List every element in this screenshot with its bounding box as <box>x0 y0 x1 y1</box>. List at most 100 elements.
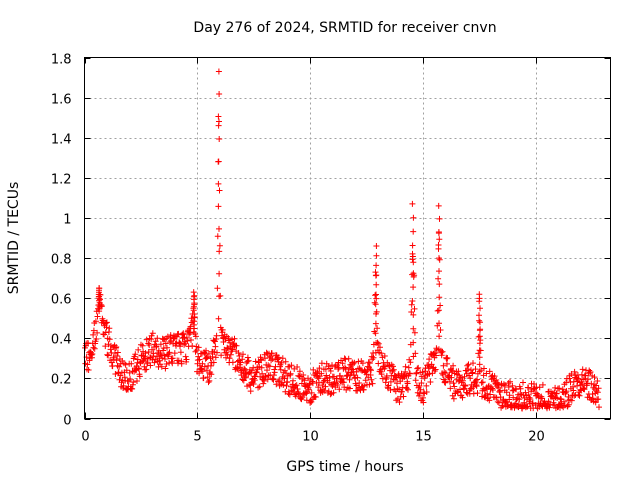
data-point <box>505 384 512 390</box>
data-point <box>435 346 442 353</box>
data-point <box>244 354 251 361</box>
data-point <box>147 362 154 369</box>
data-point <box>264 367 270 374</box>
data-point <box>394 380 400 387</box>
data-point <box>372 292 379 299</box>
data-point <box>464 362 471 369</box>
data-point <box>487 391 494 398</box>
data-point <box>195 344 202 351</box>
data-point <box>526 394 533 401</box>
data-point <box>563 388 570 395</box>
data-point <box>276 377 283 383</box>
data-point <box>169 355 176 362</box>
data-point <box>568 371 575 377</box>
data-point <box>279 355 286 362</box>
data-point <box>410 339 417 346</box>
data-point <box>334 382 341 388</box>
data-point <box>233 342 240 349</box>
data-point <box>154 335 161 342</box>
data-point <box>219 326 226 333</box>
data-point <box>184 337 191 344</box>
data-point <box>368 367 374 374</box>
data-point <box>94 313 101 320</box>
data-point <box>493 377 500 383</box>
data-point <box>362 377 369 384</box>
data-point <box>408 301 415 308</box>
data-point <box>409 298 416 304</box>
data-point <box>373 262 380 269</box>
data-point <box>245 357 252 364</box>
data-point <box>378 350 385 357</box>
data-point <box>84 361 91 368</box>
data-point <box>203 367 210 374</box>
data-point <box>469 369 476 376</box>
data-point <box>110 356 117 363</box>
data-point <box>455 368 462 375</box>
data-point <box>367 366 374 373</box>
data-point <box>377 344 383 351</box>
data-point <box>435 242 442 248</box>
data-point <box>372 301 379 308</box>
data-point <box>145 349 152 355</box>
data-point <box>199 368 206 375</box>
data-point <box>161 352 168 359</box>
data-point <box>412 377 419 384</box>
data-point <box>136 373 143 380</box>
data-point <box>423 389 430 395</box>
data-point <box>372 330 379 337</box>
data-point <box>450 362 457 369</box>
data-point <box>407 359 414 366</box>
data-point <box>575 375 582 382</box>
data-point <box>448 374 455 381</box>
data-point <box>565 401 572 408</box>
data-point <box>183 356 190 363</box>
data-point <box>122 361 129 368</box>
y-tick-label: 0.2 <box>51 373 72 388</box>
data-point <box>319 382 326 389</box>
data-point <box>346 385 353 392</box>
x-tick-label: 15 <box>415 430 432 445</box>
data-point <box>167 332 174 339</box>
data-point <box>444 355 451 361</box>
y-axis-label: SRMTID / TECUs <box>6 182 22 295</box>
data-point <box>433 352 439 359</box>
data-point <box>462 383 469 389</box>
data-point <box>366 360 373 367</box>
data-point <box>215 113 222 120</box>
data-point <box>102 343 109 350</box>
data-point <box>327 368 334 374</box>
data-point <box>435 202 442 209</box>
data-point <box>337 372 344 379</box>
data-point <box>259 370 266 377</box>
data-point <box>410 270 417 277</box>
data-point <box>227 351 234 358</box>
data-point <box>336 386 343 393</box>
data-point <box>295 372 302 379</box>
data-point <box>436 255 442 262</box>
data-point <box>214 233 221 240</box>
data-point <box>242 374 249 381</box>
data-point <box>206 377 213 384</box>
data-point <box>522 389 529 396</box>
data-point <box>436 294 443 301</box>
data-point <box>459 394 466 401</box>
data-point <box>594 389 601 396</box>
data-point <box>493 394 500 401</box>
data-point <box>284 378 291 385</box>
data-point <box>310 366 317 373</box>
data-point <box>316 365 323 372</box>
y-tick-label: 1.4 <box>51 133 72 148</box>
data-point <box>503 389 510 396</box>
data-point <box>575 391 582 398</box>
data-point <box>382 363 389 370</box>
data-point <box>356 380 363 386</box>
data-point <box>476 298 483 305</box>
data-point <box>218 352 225 359</box>
data-point <box>411 329 418 336</box>
data-point <box>114 353 121 359</box>
data-point <box>169 360 176 367</box>
data-point <box>237 359 244 366</box>
data-point <box>216 187 223 194</box>
data-point <box>370 354 377 361</box>
